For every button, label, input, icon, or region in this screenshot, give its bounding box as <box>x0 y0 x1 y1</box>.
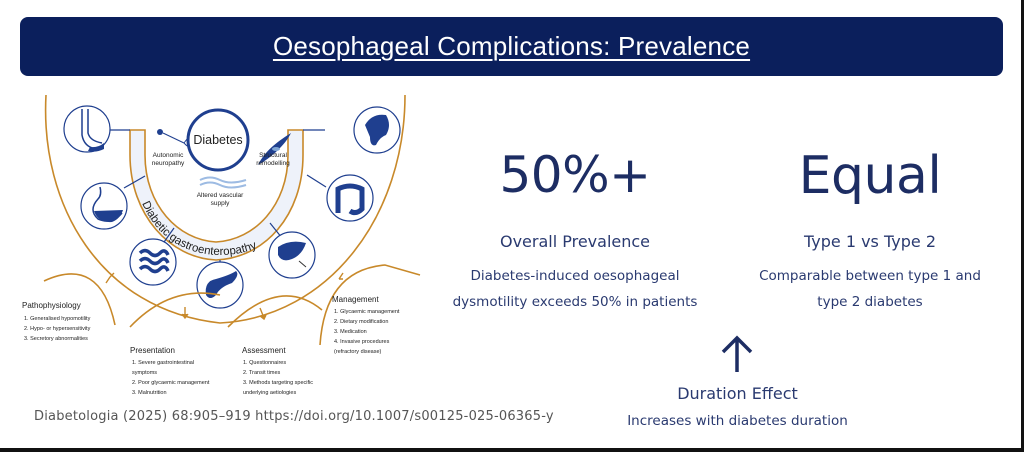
section-management: Management 1. Glycaemic management 2. Di… <box>332 295 400 355</box>
stat-duration-effect: Duration Effect Increases with diabetes … <box>600 384 875 434</box>
svg-text:3. Medication: 3. Medication <box>334 329 367 335</box>
svg-text:Management: Management <box>332 295 379 304</box>
pancreas-icon <box>196 261 244 309</box>
stat-heading: Type 1 vs Type 2 <box>803 232 936 251</box>
svg-text:3. Secretory abnormalities: 3. Secretory abnormalities <box>24 336 88 342</box>
svg-text:1. Severe gastrointestinal: 1. Severe gastrointestinal <box>132 360 194 366</box>
citation[interactable]: Diabetologia (2025) 68:905–919 https://d… <box>34 409 554 424</box>
slide-frame-right <box>1021 0 1024 452</box>
svg-text:Pathophysiology: Pathophysiology <box>22 301 81 310</box>
stat-type-comparison: Equal Type 1 vs Type 2 Comparable betwee… <box>740 150 1000 320</box>
svg-text:Structural: Structural <box>259 152 287 159</box>
svg-text:3. Malnutrition: 3. Malnutrition <box>132 390 167 396</box>
svg-text:Autonomic: Autonomic <box>153 152 184 159</box>
stat-heading: Overall Prevalence <box>499 232 651 251</box>
svg-text:neuropathy: neuropathy <box>152 160 185 167</box>
svg-text:3. Methods targeting specific: 3. Methods targeting specific <box>243 380 313 386</box>
gastroenteropathy-diagram: Diabetic gastroenteropathy Diabetes Auto… <box>20 95 440 405</box>
stomach-icon <box>80 182 128 230</box>
colon-icon <box>326 174 374 222</box>
svg-text:1. Questionnaires: 1. Questionnaires <box>243 360 286 366</box>
svg-text:Altered vascular: Altered vascular <box>197 192 244 199</box>
svg-text:remodelling: remodelling <box>256 160 290 167</box>
svg-text:2. Hypo- or hypersensitivity: 2. Hypo- or hypersensitivity <box>24 326 91 332</box>
stat-desc-line1: Comparable between type 1 and <box>759 268 981 284</box>
slide-title: Oesophageal Complications: Prevalence <box>272 31 751 61</box>
neuron-icon <box>157 129 188 147</box>
title-banner: Oesophageal Complications: Prevalence <box>20 17 1003 76</box>
cell-icon <box>258 133 291 165</box>
section-pathophysiology: Pathophysiology 1. Generalised hypomotil… <box>22 301 91 342</box>
svg-text:2. Poor glycaemic management: 2. Poor glycaemic management <box>132 380 210 386</box>
diabetes-label: Diabetes <box>193 133 242 147</box>
section-presentation: Presentation 1. Severe gastrointestinal … <box>130 346 210 396</box>
svg-text:4. Invasive procedures: 4. Invasive procedures <box>334 339 390 345</box>
small-intestine-icon <box>129 238 177 286</box>
stat-desc-line1: Diabetes-induced oesophageal <box>470 268 680 284</box>
slide-frame-bottom <box>0 448 1024 452</box>
stat-heading: Duration Effect <box>677 384 798 403</box>
section-assessment: Assessment 1. Questionnaires 2. Transit … <box>242 346 313 396</box>
stat-desc-line1: Increases with diabetes duration <box>627 413 848 429</box>
svg-text:1. Glycaemic management: 1. Glycaemic management <box>334 309 400 315</box>
arrow-up-icon <box>721 335 753 372</box>
svg-text:Assessment: Assessment <box>242 346 286 355</box>
svg-text:underlying aetiologies: underlying aetiologies <box>243 390 296 396</box>
anorectum-icon <box>353 106 401 154</box>
svg-text:2. Dietary modification: 2. Dietary modification <box>334 319 388 325</box>
stat-overall-prevalence: 50%+ Overall Prevalence Diabetes-induced… <box>445 150 705 320</box>
stat-value: 50%+ <box>499 146 651 204</box>
svg-text:2. Transit times: 2. Transit times <box>243 370 281 376</box>
stat-desc-line2: dysmotility exceeds 50% in patients <box>452 294 698 310</box>
svg-text:symptoms: symptoms <box>132 370 157 376</box>
oesophagus-icon <box>63 105 111 153</box>
vessel-icon <box>199 176 247 189</box>
svg-text:Presentation: Presentation <box>130 346 175 355</box>
svg-text:(refractory disease): (refractory disease) <box>334 349 382 355</box>
svg-text:1. Generalised hypomotility: 1. Generalised hypomotility <box>24 316 91 322</box>
svg-text:supply: supply <box>211 200 231 207</box>
stat-value: Equal <box>798 146 942 206</box>
liver-gallbladder-icon <box>268 231 316 279</box>
diabetes-center: Diabetes <box>186 108 250 172</box>
stat-desc-line2: type 2 diabetes <box>817 294 923 310</box>
